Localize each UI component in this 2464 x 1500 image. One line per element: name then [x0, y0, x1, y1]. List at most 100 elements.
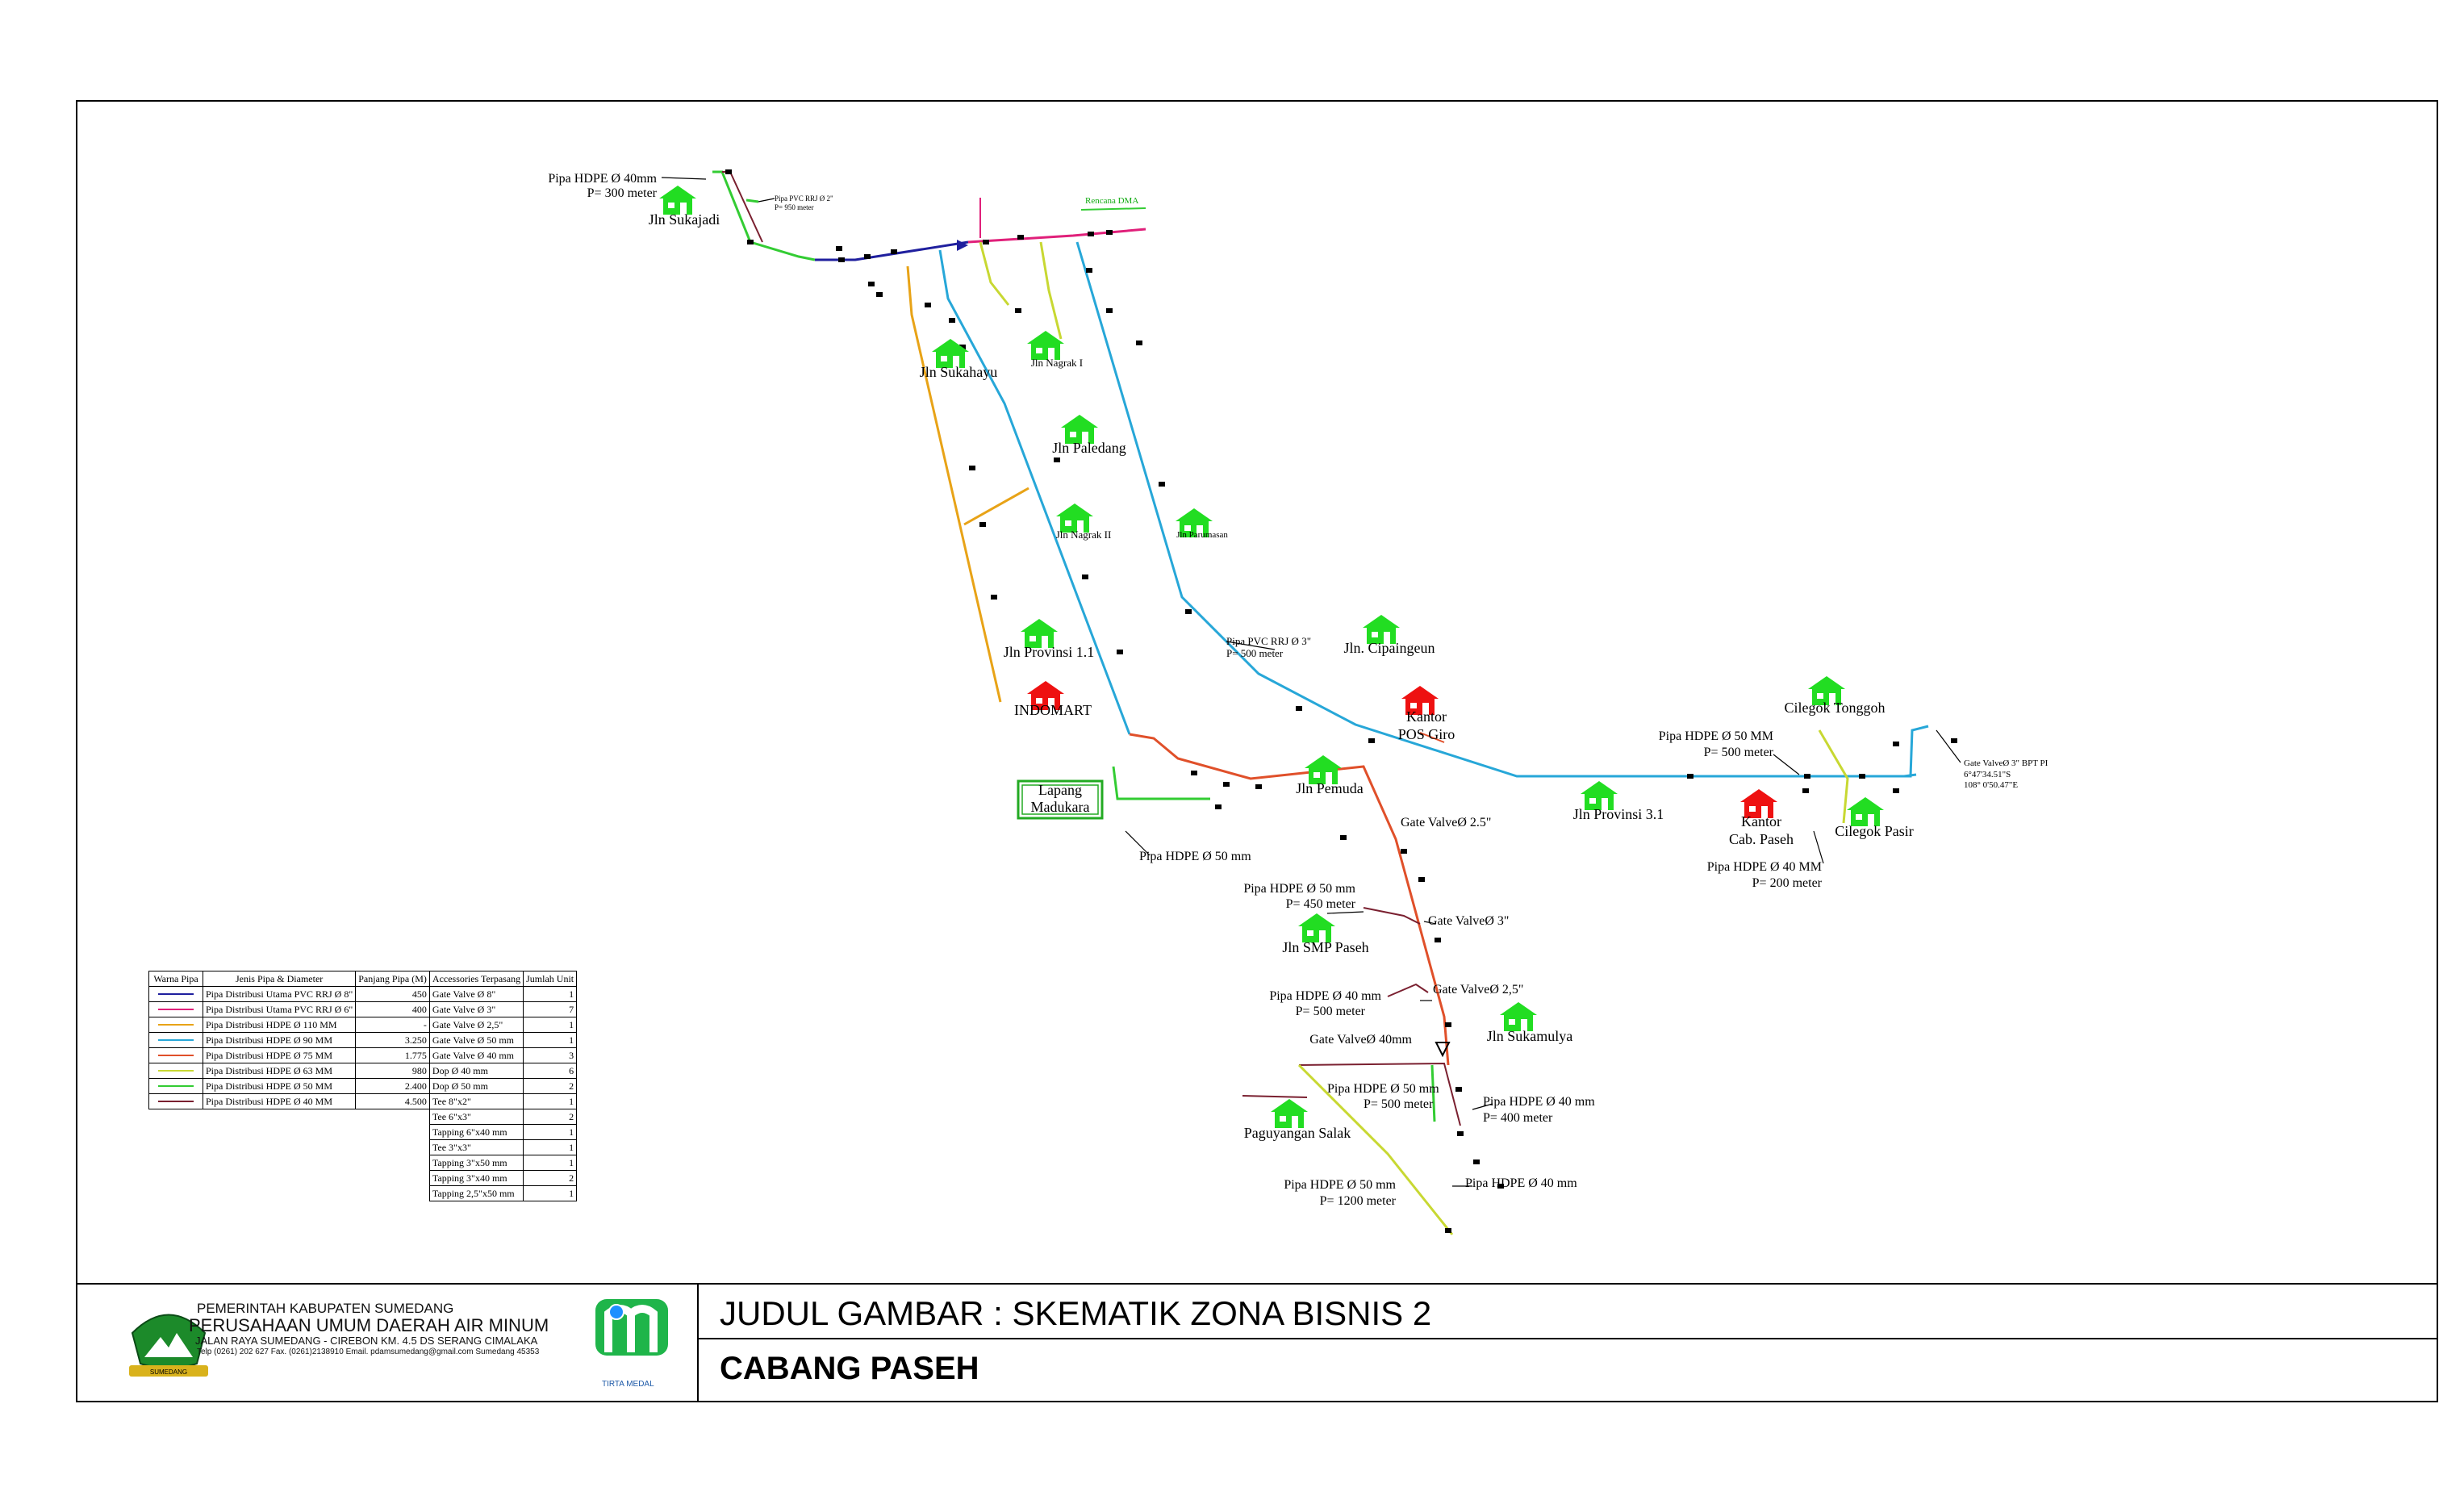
org-line-4: Telp (0261) 202 627 Fax. (0261)2138910 E…	[197, 1347, 540, 1356]
pipe-hdpe75	[1129, 733, 1450, 1066]
gate-valve-icon	[836, 246, 842, 251]
gate-valve-icon	[991, 595, 997, 600]
legend-extra-row: Tapping 6"x40 mm 1	[149, 1124, 578, 1140]
note-sukajadi-2: P= 300 meter	[587, 186, 657, 200]
label-smp: Jln SMP Paseh	[1282, 939, 1369, 955]
pemkab-logo-icon: SUMEDANG	[129, 1314, 208, 1377]
pipe-sukajadi-2	[722, 171, 763, 243]
label-nagrak1: Jln Nagrak I	[1030, 357, 1084, 369]
legend-jenis: Pipa Distribusi HDPE Ø 75 MM	[202, 1047, 357, 1063]
legend-acc: Dop Ø 40 mm	[428, 1063, 524, 1079]
gate-valve-icon	[876, 292, 883, 297]
gate-valve-icon	[1473, 1159, 1480, 1164]
note-pvc2-1: Pipa PVC RRJ Ø 2"	[775, 194, 833, 203]
legend-row: Pipa Distribusi HDPE Ø 110 MM - Gate Valve…	[148, 1017, 578, 1033]
legend-jumlah: 2	[523, 1109, 578, 1125]
label-sukajadi: Jln Sukajadi	[648, 211, 720, 228]
label-paledang: Jln Paledang	[1052, 440, 1126, 456]
note-p50-500-2: P= 500 meter	[1364, 1097, 1434, 1111]
gate-valve-icon	[1015, 308, 1021, 313]
note-smp-1: Pipa HDPE Ø 50 mm	[1243, 882, 1355, 896]
label-kantor-cab-1: Kantor	[1741, 813, 1781, 829]
house-cipaingeun-icon	[1361, 613, 1401, 646]
gate-valve-icon	[1893, 788, 1899, 793]
gate-valve-icon	[891, 249, 897, 254]
cabang-title: CABANG PASEH	[720, 1351, 979, 1386]
note-gate-bpt-1: Gate ValveØ 3" BPT PI	[1964, 758, 2048, 768]
legend-acc: Tapping 2,5"x50 mm	[428, 1185, 524, 1201]
legend-acc: Tapping 3"x40 mm	[428, 1170, 524, 1186]
legend-jenis: Pipa Distribusi HDPE Ø 90 MM	[202, 1032, 357, 1048]
legend-row: Pipa Distribusi HDPE Ø 75 MM 1.775 Gate Va…	[148, 1047, 578, 1063]
legend-header-warna: Warna Pipa	[148, 971, 203, 987]
legend-acc: Gate Valve Ø 8"	[428, 986, 524, 1002]
pipe-sukajadi-branch	[745, 198, 759, 203]
org-line-2: PERUSAHAAN UMUM DAERAH AIR MINUM	[189, 1315, 549, 1335]
legend-extra-row: Tee 3"x3" 1	[149, 1139, 578, 1155]
house-indomart-icon	[1025, 679, 1066, 712]
house-smp-icon	[1297, 912, 1337, 944]
legend-swatch	[148, 1047, 203, 1063]
legend-row: Pipa Distribusi HDPE Ø 63 MM 980 Dop Ø 40 …	[148, 1063, 578, 1079]
legend-header-jumlah: Jumlah Unit	[523, 971, 578, 987]
legend-jumlah: 1	[523, 1032, 578, 1048]
legend-panjang: 2.400	[355, 1078, 430, 1094]
legend-jenis: Pipa Distribusi Utama PVC RRJ Ø 8"	[202, 986, 357, 1002]
legend-jumlah: 1	[523, 1185, 578, 1201]
note-cilegok50-1: Pipa HDPE Ø 50 MM	[1658, 729, 1773, 743]
legend-panjang: 3.250	[355, 1032, 430, 1048]
title-area: JUDUL GAMBAR : SKEMATIK ZONA BISNIS 2 CA…	[699, 1285, 2438, 1402]
pipe-hdpe63-c	[1818, 729, 1849, 824]
note-gv3: Gate ValveØ 3"	[1428, 914, 1510, 928]
label-sukamulya: Jln Sukamulya	[1486, 1028, 1573, 1044]
note-p40-500-2: P= 500 meter	[1295, 1005, 1365, 1018]
note-sukajadi-1: Pipa HDPE Ø 40mm	[548, 172, 657, 186]
house-paguyangan-icon	[1269, 1097, 1309, 1130]
label-pemuda: Jln Pemuda	[1296, 780, 1364, 796]
gate-valve-icon	[983, 240, 989, 244]
gate-valve-icon	[868, 282, 875, 286]
label-kantor-pos-2: POS Giro	[1397, 726, 1455, 742]
label-paguyangan: Paguyangan Salak	[1243, 1125, 1351, 1141]
gate-valve-icon	[1086, 268, 1092, 273]
org-line-3: JALAN RAYA SUMEDANG - CIREBON KM. 4.5 DS…	[195, 1335, 538, 1347]
flow-triangle-icon	[1435, 1042, 1451, 1058]
legend-jenis: Pipa Distribusi HDPE Ø 50 MM	[202, 1078, 357, 1094]
legend-header-row: Warna Pipa Jenis Pipa & Diameter Panjang…	[148, 971, 578, 987]
gate-valve-icon	[1255, 784, 1262, 789]
label-cipaingeun: Jln. Cipaingeun	[1343, 640, 1435, 656]
gate-valve-icon	[979, 522, 986, 527]
note-pvc2-2: P= 950 meter	[775, 203, 814, 211]
gate-valve-icon	[1191, 771, 1197, 775]
gate-valve-icon	[1497, 1184, 1504, 1189]
gate-valve-icon	[1445, 1228, 1451, 1233]
gate-valve-icon	[959, 345, 966, 349]
legend-panjang: 400	[355, 1001, 430, 1017]
house-cilegok-tonggoh-icon	[1806, 675, 1847, 707]
legend-jumlah: 2	[523, 1170, 578, 1186]
gate-valve-icon	[1893, 742, 1899, 746]
gate-valve-icon	[1017, 235, 1024, 240]
pipe-lapang	[1112, 766, 1210, 800]
note-cilegok50-2: P= 500 meter	[1703, 746, 1773, 759]
gate-valve-icon	[1215, 804, 1222, 809]
legend-swatch	[148, 1032, 203, 1048]
legend-acc: Gate Valve Ø 3"	[428, 1001, 524, 1017]
label-lapang-1: Lapang	[1038, 782, 1082, 798]
gate-valve-icon	[838, 257, 845, 262]
flow-arrow-icon	[957, 240, 968, 251]
legend-panjang: 450	[355, 986, 430, 1002]
legend-jumlah: 7	[523, 1001, 578, 1017]
pipe-hdpe63-a	[979, 241, 1010, 306]
pipe-south-loop	[1298, 1062, 1461, 1126]
legend-acc: Tee 6"x3"	[428, 1109, 524, 1125]
note-gv40: Gate ValveØ 40mm	[1309, 1033, 1412, 1047]
gate-valve-icon	[1455, 1087, 1462, 1092]
legend-panjang: 1.775	[355, 1047, 430, 1063]
note-p40-400-2: P= 400 meter	[1483, 1111, 1553, 1125]
pipe-smp	[1363, 907, 1421, 925]
legend-row: Pipa Distribusi HDPE Ø 40 MM 4.500 Tee 8"x…	[148, 1093, 578, 1109]
note-smp-2: P= 450 meter	[1285, 897, 1355, 911]
house-sukamulya-icon	[1498, 1001, 1539, 1033]
legend-panjang: 980	[355, 1063, 430, 1079]
